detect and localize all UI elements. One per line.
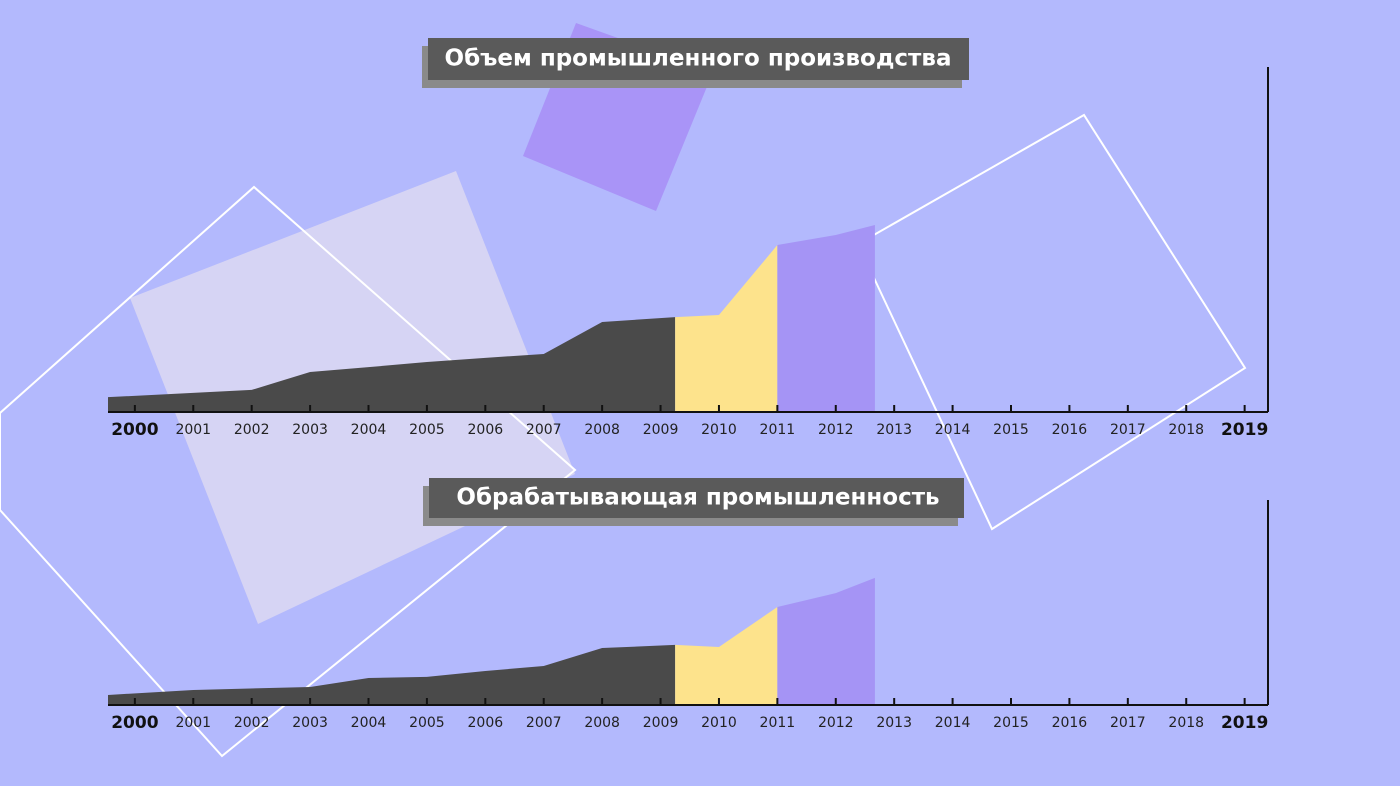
x-tick-label: 2018 [1168,422,1204,438]
x-tick-label: 2003 [292,715,328,731]
x-tick-label: 2017 [1110,715,1146,731]
x-tick-label: 2006 [468,715,504,731]
x-tick-label: 2016 [1052,422,1088,438]
x-tick-label: 2006 [468,422,504,438]
x-tick-label: 2017 [1110,422,1146,438]
x-tick-label: 2005 [409,422,445,438]
chart-title: Объем промышленного производства [445,46,952,72]
x-tick-label: 2004 [351,715,387,731]
x-tick-label: 2002 [234,715,270,731]
chart-title: Обрабатывающая промышленность [456,485,939,511]
x-tick-label: 2012 [818,422,854,438]
x-tick-label: 2009 [643,715,679,731]
x-tick-label: 2001 [175,715,211,731]
x-tick-label: 2000 [111,420,158,440]
x-tick-label: 2003 [292,422,328,438]
title-box [429,478,964,518]
x-tick-label: 2007 [526,422,562,438]
x-tick-label: 2015 [993,422,1029,438]
x-tick-label: 2004 [351,422,387,438]
area [777,225,875,412]
x-tick-label: 2002 [234,422,270,438]
x-tick-label: 2016 [1052,715,1088,731]
x-tick-label: 2019 [1221,713,1268,733]
x-tick-label: 2010 [701,422,737,438]
x-tick-label: 2010 [701,715,737,731]
x-tick-label: 2015 [993,715,1029,731]
x-tick-label: 2012 [818,715,854,731]
x-tick-label: 2009 [643,422,679,438]
area [675,607,778,705]
x-tick-label: 2008 [584,422,620,438]
outline-rect [856,113,1247,531]
x-tick-label: 2014 [935,715,971,731]
x-tick-label: 2005 [409,715,445,731]
x-tick-label: 2014 [935,422,971,438]
x-tick-label: 2008 [584,715,620,731]
x-tick-label: 2019 [1221,420,1268,440]
outline-rect [0,185,577,758]
x-tick-label: 2011 [760,715,796,731]
x-tick-label: 2018 [1168,715,1204,731]
x-tick-label: 2013 [876,715,912,731]
x-tick-label: 2000 [111,713,158,733]
x-tick-label: 2011 [760,422,796,438]
x-tick-label: 2001 [175,422,211,438]
area [675,245,778,412]
decor [0,23,1247,758]
x-tick-label: 2013 [876,422,912,438]
area [108,317,676,412]
area [108,644,676,705]
title-box [428,38,969,80]
area [777,577,875,705]
x-tick-label: 2007 [526,715,562,731]
